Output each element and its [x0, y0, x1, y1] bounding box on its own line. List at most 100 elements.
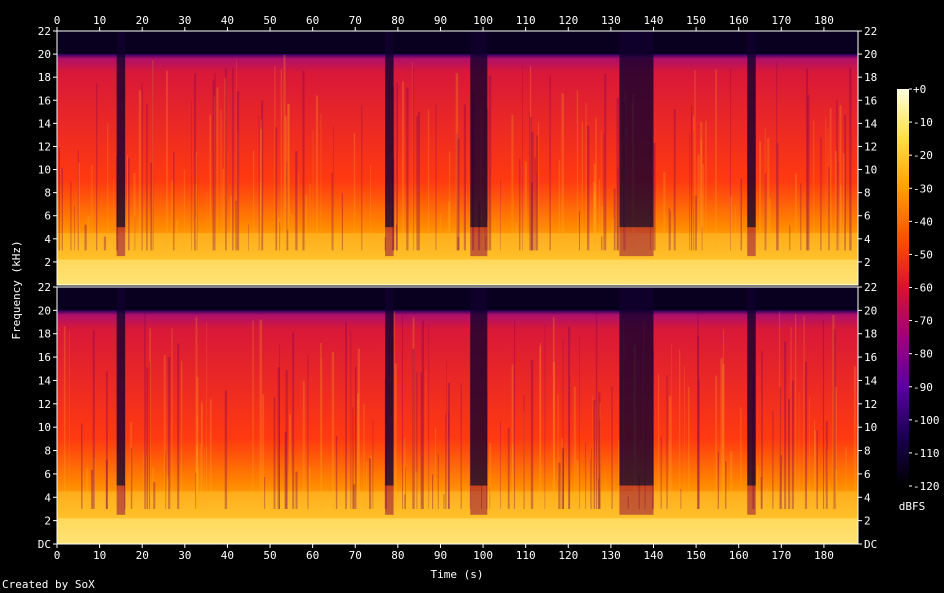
spectral-streak	[604, 470, 606, 509]
spectral-streak	[435, 103, 437, 251]
spectral-streak	[416, 116, 418, 251]
spectral-streak	[197, 467, 199, 509]
spectral-streak	[287, 104, 290, 251]
spectral-streak	[576, 90, 579, 251]
y-tick-label-right: 16	[864, 94, 877, 107]
channel-1-spectrogram	[56, 30, 859, 286]
spectral-streak	[600, 130, 602, 251]
spectral-streak	[814, 430, 817, 509]
spectral-streak	[488, 75, 492, 251]
spectral-streak	[402, 81, 404, 251]
spectral-streak	[578, 210, 581, 251]
spectral-streak	[103, 490, 106, 509]
spectral-streak	[700, 139, 702, 251]
spectral-streak	[691, 105, 693, 251]
x-tick-label-top: 60	[306, 14, 319, 27]
spectral-streak	[849, 67, 852, 251]
spectral-streak	[428, 324, 430, 509]
spectral-streak	[222, 168, 224, 251]
spectral-streak	[616, 98, 619, 251]
spectral-streak	[196, 377, 199, 509]
spectral-streak	[153, 482, 156, 509]
x-tick-label-bottom: 0	[54, 549, 61, 562]
y-tick-label-left: DC	[38, 538, 51, 551]
colorbar-ramp	[897, 89, 909, 486]
spectral-streak	[212, 80, 215, 251]
spectral-streak	[352, 407, 354, 509]
colorbar-tick-label: -40	[913, 215, 933, 228]
spectral-streak	[531, 131, 534, 251]
spectral-streak	[803, 491, 805, 509]
spectral-streak	[729, 68, 731, 251]
x-tick-label-bottom: 140	[644, 549, 664, 562]
spectral-streak	[601, 206, 604, 251]
spectral-streak	[829, 481, 831, 509]
spectral-streak	[529, 66, 532, 251]
spectral-streak	[320, 113, 322, 251]
spectral-streak	[357, 348, 360, 509]
panel-frame	[56, 30, 859, 286]
spectral-streak	[544, 324, 546, 509]
spectral-streak	[195, 445, 198, 509]
quiet-segment	[385, 287, 394, 486]
spectral-streak	[562, 448, 564, 509]
spectral-streak	[128, 157, 130, 251]
spectral-streak	[760, 477, 762, 509]
spectral-streak	[165, 70, 168, 251]
spectral-streak	[149, 328, 151, 509]
spectral-streak	[822, 319, 825, 509]
spectral-streak	[713, 491, 716, 509]
spectral-streak	[694, 195, 697, 251]
y-tick-label-left: 8	[44, 445, 51, 458]
spectral-streak	[673, 214, 674, 251]
spectral-streak	[287, 229, 289, 251]
spectral-streak	[456, 133, 459, 251]
spectral-streak	[834, 386, 837, 509]
spectral-streak	[405, 467, 406, 509]
spectral-streak	[684, 366, 685, 509]
y-tick-label-left: 6	[44, 468, 51, 481]
x-tick-label-top: 140	[644, 14, 664, 27]
colorbar-tick-label: -80	[913, 348, 933, 361]
spectral-streak	[786, 234, 789, 251]
spectral-streak	[91, 165, 93, 251]
colorbar-tick-label: -120	[913, 480, 940, 493]
spectral-streak	[432, 474, 434, 509]
quiet-segment	[470, 287, 488, 486]
y-tick-label-left: 6	[44, 210, 51, 223]
spectral-streak	[784, 341, 787, 509]
spectral-streak	[103, 236, 107, 251]
quiet-segment	[747, 287, 756, 486]
spectral-streak	[235, 200, 237, 251]
quiet-segment-fade	[470, 485, 488, 515]
spectral-streak	[447, 201, 451, 251]
spectral-streak	[84, 224, 87, 251]
spectral-streak	[779, 387, 781, 509]
spectral-streak	[653, 142, 656, 251]
spectral-streak	[795, 314, 797, 509]
x-tick-label-top: 30	[178, 14, 191, 27]
spectral-streak	[791, 380, 794, 509]
y-tick-label-left: 22	[38, 25, 51, 38]
spectral-streak	[845, 446, 847, 509]
spectral-streak	[105, 371, 108, 509]
spectral-streak	[486, 219, 489, 251]
spectral-streak	[341, 193, 344, 251]
spectral-streak	[260, 182, 263, 251]
spectral-streak	[660, 436, 662, 509]
spectral-streak	[196, 490, 197, 509]
x-tick-label-top: 90	[434, 14, 447, 27]
spectral-streak	[141, 82, 143, 251]
spectral-streak	[611, 386, 613, 509]
spectral-streak	[764, 173, 767, 251]
spectral-streak	[834, 150, 837, 251]
y-tick-label-right: 14	[864, 117, 878, 130]
spectral-streak	[236, 91, 240, 251]
spectral-streak	[302, 380, 305, 509]
spectral-streak	[96, 83, 98, 251]
spectral-streak	[66, 223, 68, 251]
spectral-streak	[152, 55, 154, 251]
spectral-streak	[507, 427, 510, 509]
spectral-streak	[800, 183, 802, 251]
spectral-streak	[425, 369, 427, 509]
